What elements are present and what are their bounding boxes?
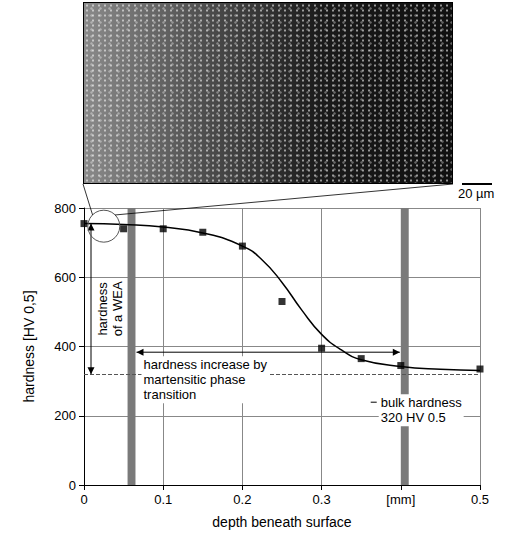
svg-text:transition: transition bbox=[143, 387, 196, 402]
svg-text:600: 600 bbox=[54, 270, 76, 285]
svg-text:0.3: 0.3 bbox=[313, 492, 331, 507]
svg-text:of a WEA: of a WEA bbox=[110, 281, 125, 336]
svg-text:800: 800 bbox=[54, 201, 76, 216]
svg-text:400: 400 bbox=[54, 339, 76, 354]
svg-text:320 HV 0.5: 320 HV 0.5 bbox=[381, 410, 446, 425]
html-text:20 µm: 20 µm bbox=[458, 186, 495, 201]
svg-text:hardness [HV 0,5]: hardness [HV 0,5] bbox=[21, 290, 37, 402]
svg-text:hardness increase by: hardness increase by bbox=[143, 357, 267, 372]
svg-text:0.5: 0.5 bbox=[471, 492, 489, 507]
svg-text:depth beneath surface: depth beneath surface bbox=[212, 514, 352, 530]
svg-text:0: 0 bbox=[80, 492, 87, 507]
svg-text:[mm]: [mm] bbox=[386, 492, 415, 507]
svg-text:0.1: 0.1 bbox=[154, 492, 172, 507]
svg-text:martensitic phase: martensitic phase bbox=[143, 372, 245, 387]
svg-text:0.2: 0.2 bbox=[233, 492, 251, 507]
svg-text:0: 0 bbox=[69, 478, 76, 493]
svg-text:bulk hardness: bulk hardness bbox=[381, 395, 462, 410]
svg-text:hardness: hardness bbox=[95, 282, 110, 336]
svg-text:200: 200 bbox=[54, 408, 76, 423]
